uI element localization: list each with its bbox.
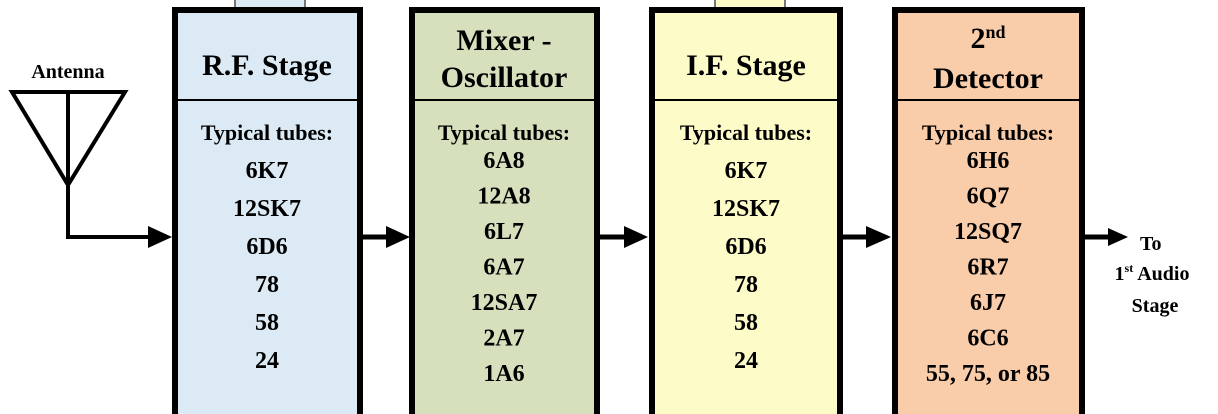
tube: 6K7: [246, 158, 289, 184]
tube: 12SA7: [471, 290, 538, 316]
output-label: Stage: [1132, 295, 1179, 317]
output-text: Audio: [1137, 263, 1189, 285]
stage-title: Mixer -: [456, 24, 551, 57]
tubes-label: Typical tubes:: [201, 120, 333, 145]
stage-box: [649, 7, 843, 414]
tube: 55, 75, or 85: [926, 361, 1050, 387]
tube: 6H6: [967, 148, 1010, 174]
tube: 78: [255, 272, 279, 298]
tube: 6D6: [246, 234, 287, 260]
tube: 24: [255, 348, 279, 374]
antenna-label: Antenna: [31, 61, 104, 83]
tube: 6J7: [970, 290, 1006, 316]
tubes-label: Typical tubes:: [680, 120, 812, 145]
stage-box: [172, 7, 363, 414]
output-label: 1st Audio: [1115, 261, 1190, 285]
tubes-label: Typical tubes:: [922, 120, 1054, 145]
tube: 12SK7: [233, 196, 301, 222]
tubes-label: Typical tubes:: [438, 120, 570, 145]
tube: 2A7: [483, 326, 524, 352]
stage-title: I.F. Stage: [686, 49, 806, 82]
tube: 6R7: [967, 255, 1008, 281]
tube: 6Q7: [967, 184, 1010, 210]
output-number: 1: [1115, 263, 1125, 285]
tube: 6C6: [967, 326, 1008, 352]
tube: 6L7: [484, 219, 524, 245]
tube: 12SQ7: [954, 219, 1022, 245]
tube: 24: [734, 348, 758, 374]
layout: [8, 0, 1128, 414]
stage-box: [892, 7, 1085, 414]
tube: 6K7: [725, 158, 768, 184]
stage-title: Oscillator: [441, 61, 568, 94]
stage-title: R.F. Stage: [202, 49, 332, 82]
tube: 12A8: [477, 184, 530, 210]
output-suffix: st: [1125, 261, 1134, 275]
tube: 6A7: [483, 255, 524, 281]
tube: 58: [255, 310, 279, 336]
title-suffix: nd: [985, 22, 1005, 42]
tube: 1A6: [483, 361, 524, 387]
antenna-symbol: [8, 90, 150, 239]
tube: 6A8: [483, 148, 524, 174]
tube: 58: [734, 310, 758, 336]
stage-box: [409, 7, 600, 414]
stage-title: Detector: [933, 62, 1043, 95]
arrows: [148, 226, 1128, 248]
stage-title: 2nd: [970, 22, 1005, 55]
tube: 6D6: [725, 234, 766, 260]
title-number: 2: [970, 22, 985, 55]
tube: 78: [734, 272, 758, 298]
output-label: To: [1140, 233, 1162, 255]
tube: 12SK7: [712, 196, 780, 222]
